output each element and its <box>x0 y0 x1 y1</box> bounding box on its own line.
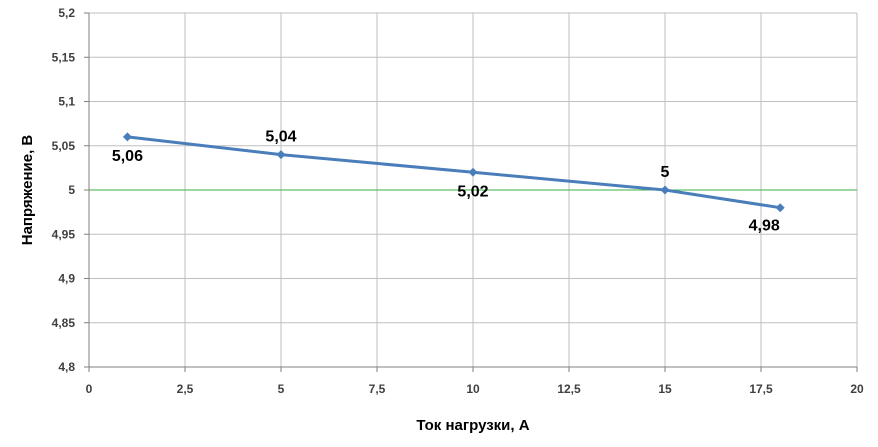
y-tick-label: 4,85 <box>52 316 76 330</box>
data-label: 5,06 <box>112 148 143 165</box>
x-axis-title: Ток нагрузки, А <box>416 417 529 434</box>
data-label: 5,02 <box>457 183 488 200</box>
y-tick-label: 5 <box>68 183 75 197</box>
x-tick-label: 12,5 <box>557 382 581 396</box>
x-tick-labels: 0 2,5 5 7,5 10 12,5 15 17,5 20 <box>86 382 864 396</box>
y-tick-label: 5,15 <box>52 50 76 64</box>
data-label: 4,98 <box>749 218 780 235</box>
data-point-marker <box>276 150 286 160</box>
y-tick-labels: 4,8 4,85 4,9 4,95 5 5,05 5,1 5,15 5,2 <box>52 6 76 374</box>
x-tick-label: 15 <box>658 382 672 396</box>
y-tick-label: 4,9 <box>58 272 75 286</box>
x-tick-label: 5 <box>278 382 285 396</box>
y-tick-label: 5,05 <box>52 139 76 153</box>
data-point-marker <box>122 132 132 142</box>
x-tick-label: 10 <box>466 382 480 396</box>
axes <box>84 12 858 372</box>
y-tick-label: 5,2 <box>58 6 75 20</box>
x-tick-label: 7,5 <box>369 382 386 396</box>
data-point-marker <box>660 185 670 195</box>
data-label: 5,04 <box>265 129 296 146</box>
y-tick-label: 4,8 <box>58 360 75 374</box>
y-axis-title: Напряжение, В <box>19 135 36 246</box>
x-tick-label: 2,5 <box>177 382 194 396</box>
data-point-marker <box>468 167 478 177</box>
data-labels: 5,06 5,04 5,02 5 4,98 <box>112 129 780 235</box>
data-point-marker <box>775 203 785 213</box>
x-tick-label: 17,5 <box>749 382 773 396</box>
x-tick-label: 20 <box>850 382 864 396</box>
data-label: 5 <box>661 164 670 181</box>
series-group <box>122 132 785 213</box>
y-tick-label: 5,1 <box>58 95 75 109</box>
y-tick-label: 4,95 <box>52 227 76 241</box>
series-line <box>127 135 781 210</box>
x-tick-label: 0 <box>86 382 93 396</box>
